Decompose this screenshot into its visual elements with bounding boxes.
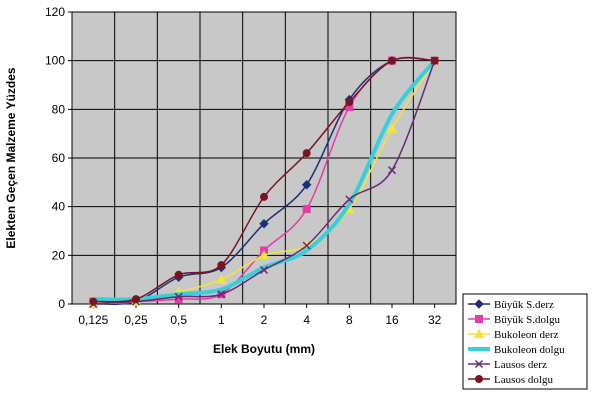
y-tick-label: 80	[52, 102, 66, 116]
series-4-marker	[387, 166, 397, 175]
legend-item-4-marker-stroke	[474, 359, 484, 369]
series-4-marker-stroke	[302, 241, 311, 250]
series-5-marker	[430, 56, 439, 65]
series-5-marker	[302, 149, 311, 158]
legend-box	[462, 293, 588, 390]
series-5-marker	[217, 261, 226, 270]
series-2-marker	[386, 123, 398, 133]
series-4-marker-stroke	[174, 292, 183, 301]
series-4-marker-stroke	[259, 265, 269, 274]
y-tick-label: 60	[52, 151, 66, 165]
legend-item-2-label: Bukoleon derz	[494, 329, 559, 341]
legend-item-0-marker	[474, 299, 484, 309]
legend-item-0: Büyük S.derz	[468, 299, 554, 311]
series-5-marker	[388, 56, 396, 65]
series-4-marker	[259, 265, 269, 274]
y-tick-label: 100	[45, 54, 65, 68]
series-5-marker	[345, 98, 354, 107]
x-tick-label: 0,125	[78, 313, 108, 327]
y-tick-label: 40	[52, 200, 66, 214]
legend: Büyük S.derz Büyük S.dolgu Bukoleon derz Bu…	[462, 293, 588, 390]
legend-item-2-marker	[473, 328, 485, 338]
series-1-marker	[302, 205, 311, 214]
series-0-marker	[301, 180, 312, 190]
series-layer	[87, 55, 441, 309]
x-tick-label: 8	[346, 313, 353, 327]
series-5-marker	[174, 270, 183, 279]
x-tick-label: 4	[303, 313, 310, 327]
legend-item-1-marker	[475, 315, 483, 323]
legend-item-3-label: Bukoleon dolgu	[494, 344, 565, 356]
series-4-marker	[174, 292, 183, 301]
series-5-marker	[132, 295, 140, 304]
y-tick-label: 20	[52, 248, 66, 262]
x-tick-label: 32	[428, 313, 442, 327]
y-axis-ticks: 0 20 40 60 80 100 120	[45, 5, 72, 311]
series-0-marker	[259, 218, 269, 229]
legend-item-5: Lausos dolgu	[468, 374, 553, 386]
y-axis-title: Elekten Geçen Malzeme Yüzdes	[4, 67, 18, 249]
series-3-line	[91, 58, 437, 302]
series-4-marker	[302, 241, 311, 250]
x-tick-label: 1	[218, 313, 225, 327]
series-4-marker	[345, 195, 354, 204]
legend-item-4: Lausos derz	[468, 359, 547, 371]
series-3	[91, 58, 437, 302]
y-tick-label: 120	[45, 5, 65, 19]
y-tick-label: 0	[58, 297, 65, 311]
x-axis-title: Elek Boyutu (mm)	[213, 342, 315, 356]
legend-item-4-marker	[474, 359, 484, 369]
x-axis-ticks: 0,125 0,25 0,5 1 2 4 8 16 32	[78, 304, 442, 327]
legend-item-5-marker	[475, 375, 483, 383]
series-4-marker-stroke	[345, 195, 354, 204]
series-4	[89, 56, 439, 309]
series-2-marker	[215, 274, 227, 284]
series-4-marker	[217, 290, 226, 299]
legend-item-4-label: Lausos derz	[494, 359, 547, 371]
series-5-marker	[89, 297, 98, 306]
legend-item-2: Bukoleon derz	[468, 328, 559, 341]
x-tick-label: 2	[261, 313, 268, 327]
series-5	[89, 56, 439, 306]
series-5-marker	[260, 192, 268, 201]
x-tick-label: 0,25	[124, 313, 148, 327]
legend-item-3: Bukoleon dolgu	[468, 344, 565, 356]
x-tick-label: 0,5	[170, 313, 187, 327]
legend-item-1-label: Büyük S.dolgu	[494, 314, 561, 326]
legend-item-1: Büyük S.dolgu	[468, 314, 561, 326]
x-tick-label: 16	[385, 313, 399, 327]
legend-item-0-label: Büyük S.derz	[494, 299, 554, 311]
series-4-marker-stroke	[387, 166, 397, 175]
gridlines	[72, 12, 456, 304]
series-4-marker-stroke	[217, 290, 226, 299]
series-2-marker	[258, 249, 270, 260]
legend-item-5-label: Lausos dolgu	[494, 374, 553, 386]
